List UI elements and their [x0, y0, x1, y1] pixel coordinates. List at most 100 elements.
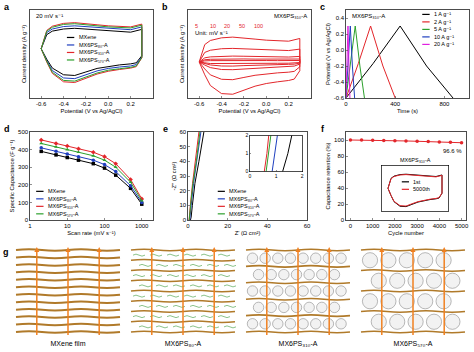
svg-text:Current density (A g⁻¹): Current density (A g⁻¹)	[21, 25, 27, 83]
svg-text:0: 0	[25, 217, 29, 223]
svg-text:1st: 1st	[413, 179, 421, 185]
svg-text:Z' (Ω cm²): Z' (Ω cm²)	[235, 230, 261, 236]
svg-text:-0.4: -0.4	[334, 79, 345, 85]
svg-text:10: 10	[179, 202, 186, 208]
svg-text:Specific Capacitance (F g⁻¹): Specific Capacitance (F g⁻¹)	[9, 139, 15, 212]
svg-text:0: 0	[349, 223, 353, 229]
svg-text:40: 40	[179, 158, 186, 164]
svg-text:Current density (A g⁻¹): Current density (A g⁻¹)	[179, 25, 185, 83]
svg-text:20 mV s⁻¹: 20 mV s⁻¹	[36, 13, 63, 19]
svg-text:400: 400	[18, 147, 29, 153]
svg-text:Potential (V vs Ag/AgCl): Potential (V vs Ag/AgCl)	[61, 108, 123, 114]
svg-text:MX6PS₈₀-A: MX6PS₈₀-A	[165, 340, 202, 347]
svg-text:0.2: 0.2	[126, 101, 135, 107]
svg-text:MXene: MXene	[48, 188, 65, 194]
svg-text:1 A g⁻¹: 1 A g⁻¹	[434, 11, 451, 17]
svg-text:MX6PS₅₇₀-A: MX6PS₅₇₀-A	[79, 57, 110, 63]
svg-text:e: e	[163, 124, 168, 134]
svg-text:10 A g⁻¹: 10 A g⁻¹	[434, 34, 454, 40]
svg-text:Scan rate (mV s⁻¹): Scan rate (mV s⁻¹)	[67, 230, 116, 236]
svg-text:-0.6: -0.6	[36, 101, 47, 107]
svg-text:300: 300	[18, 164, 29, 170]
svg-text:-0.4: -0.4	[58, 101, 69, 107]
svg-text:5: 5	[195, 23, 198, 29]
svg-text:0.4: 0.4	[336, 15, 345, 21]
svg-text:g: g	[3, 247, 9, 257]
svg-text:c: c	[320, 2, 325, 12]
svg-text:-0.6: -0.6	[334, 95, 345, 101]
svg-text:2: 2	[245, 132, 248, 138]
svg-text:1000: 1000	[366, 223, 380, 229]
svg-text:MXene film: MXene film	[50, 340, 85, 347]
svg-text:0.2: 0.2	[336, 31, 345, 37]
svg-text:0: 0	[186, 223, 190, 229]
svg-text:1: 1	[245, 150, 248, 156]
svg-text:0.0: 0.0	[336, 47, 345, 53]
svg-text:100: 100	[100, 223, 111, 229]
svg-text:20: 20	[179, 188, 186, 194]
svg-text:MX6PS₅₇₀-A: MX6PS₅₇₀-A	[229, 211, 260, 217]
svg-text:40: 40	[264, 223, 271, 229]
svg-text:10: 10	[64, 223, 71, 229]
svg-text:Cycle number: Cycle number	[388, 230, 424, 236]
svg-text:Potential (V vs Ag/AgCl): Potential (V vs Ag/AgCl)	[325, 23, 331, 85]
svg-text:0: 0	[248, 173, 251, 179]
svg-text:a: a	[4, 2, 10, 12]
svg-text:0.0: 0.0	[262, 101, 271, 107]
svg-text:40: 40	[337, 185, 344, 191]
svg-text:MX6PS₅₇₀-A: MX6PS₅₇₀-A	[48, 211, 79, 217]
svg-text:-Z'' (Ω cm²): -Z'' (Ω cm²)	[171, 162, 177, 191]
svg-text:1: 1	[275, 173, 278, 179]
svg-text:60: 60	[304, 223, 311, 229]
svg-text:400: 400	[390, 101, 401, 107]
svg-text:MX6PS₃₁₀-A: MX6PS₃₁₀-A	[279, 340, 318, 347]
svg-text:Potential (V vs Ag/AgCl): Potential (V vs Ag/AgCl)	[219, 108, 281, 114]
svg-text:100: 100	[254, 23, 263, 29]
svg-text:-0.2: -0.2	[239, 101, 250, 107]
svg-text:-0.6: -0.6	[194, 101, 205, 107]
svg-text:Capacitance retention (%): Capacitance retention (%)	[325, 142, 331, 209]
svg-text:MX6PS₃₁₀-A: MX6PS₃₁₀-A	[48, 203, 79, 209]
svg-text:96.6 %: 96.6 %	[443, 148, 462, 154]
svg-text:100: 100	[18, 200, 29, 206]
svg-text:100: 100	[334, 137, 345, 143]
svg-text:Time (s): Time (s)	[397, 108, 418, 114]
svg-text:5000: 5000	[455, 223, 469, 229]
svg-text:MXene: MXene	[79, 34, 96, 40]
svg-text:20 A g⁻¹: 20 A g⁻¹	[434, 41, 454, 47]
svg-text:MXene: MXene	[229, 188, 246, 194]
svg-text:10: 10	[210, 23, 216, 29]
svg-text:0: 0	[245, 168, 248, 174]
svg-text:-0.4: -0.4	[216, 101, 227, 107]
svg-text:0.2: 0.2	[284, 101, 293, 107]
svg-text:MX6PS₅₇₀-A: MX6PS₅₇₀-A	[394, 340, 433, 347]
svg-text:-0.2: -0.2	[81, 101, 92, 107]
svg-text:b: b	[162, 2, 168, 12]
svg-text:1: 1	[28, 223, 32, 229]
svg-text:MX6PS₃₁₀-A: MX6PS₃₁₀-A	[352, 13, 385, 19]
svg-text:200: 200	[18, 182, 29, 188]
svg-text:MX6PS₈₀-A: MX6PS₈₀-A	[79, 42, 108, 48]
svg-text:d: d	[4, 124, 10, 134]
svg-text:MX6PS₈₀-A: MX6PS₈₀-A	[48, 196, 77, 202]
svg-text:0: 0	[183, 217, 187, 223]
svg-text:20: 20	[224, 223, 231, 229]
svg-text:20: 20	[224, 23, 230, 29]
svg-text:MX6PS₃₁₀-A: MX6PS₃₁₀-A	[79, 49, 110, 55]
svg-text:60: 60	[179, 129, 186, 135]
svg-text:MX6PS₈₀-A: MX6PS₈₀-A	[229, 196, 258, 202]
svg-text:3000: 3000	[410, 223, 424, 229]
svg-text:MX6PS₃₁₀-A: MX6PS₃₁₀-A	[229, 203, 260, 209]
svg-text:0.0: 0.0	[104, 101, 113, 107]
svg-text:80: 80	[337, 153, 344, 159]
svg-text:4000: 4000	[433, 223, 447, 229]
svg-text:0: 0	[341, 217, 345, 223]
svg-text:5 A g⁻¹: 5 A g⁻¹	[434, 26, 451, 32]
svg-text:MX6PS₃₁₀-A: MX6PS₃₁₀-A	[274, 13, 307, 19]
svg-text:500: 500	[18, 129, 29, 135]
svg-text:20: 20	[337, 201, 344, 207]
svg-text:50: 50	[239, 23, 245, 29]
svg-text:2000: 2000	[388, 223, 402, 229]
svg-text:2: 2	[301, 173, 304, 179]
svg-text:0: 0	[344, 101, 348, 107]
